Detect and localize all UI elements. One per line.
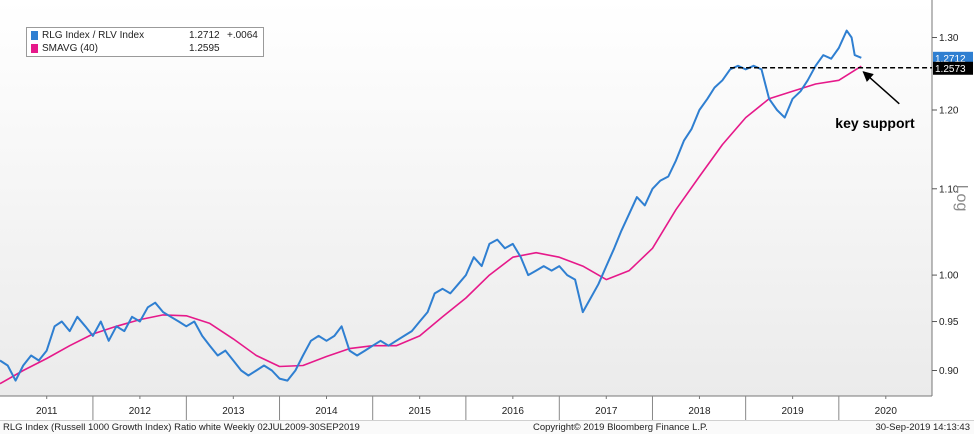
support-tag xyxy=(933,61,973,75)
price-tag-label: 1.2712 xyxy=(935,54,966,65)
x-tick-label: 2014 xyxy=(315,406,338,417)
x-tick-label: 2019 xyxy=(781,406,804,417)
legend-change-ratio: +.0064 xyxy=(227,30,258,41)
legend-value-ratio: 1.2712 xyxy=(189,30,220,41)
legend-item-smavg: SMAVG (40) xyxy=(31,42,98,55)
y-tick-label: 1.10 xyxy=(939,184,959,195)
legend-swatch-smavg xyxy=(31,44,38,53)
support-annotation-text: key support xyxy=(835,115,915,131)
x-tick-label: 2015 xyxy=(409,406,432,417)
y-axis: 0.90 0.95 1.00 1.10 1.20 1.30 xyxy=(932,33,959,377)
x-tick-label: 2016 xyxy=(502,406,525,417)
footer: RLG Index (Russell 1000 Growth Index) Ra… xyxy=(0,420,974,434)
legend-swatch-ratio xyxy=(31,31,38,40)
series-line-ratio xyxy=(0,29,862,382)
support-arrow xyxy=(862,71,900,105)
x-tick-label: 2011 xyxy=(36,406,58,417)
support-tag-label: 1.2573 xyxy=(935,64,966,75)
x-tick-label: 2017 xyxy=(595,406,618,417)
x-tick-label: 2018 xyxy=(688,406,711,417)
x-tick-label: 2012 xyxy=(129,406,152,417)
footer-copyright: Copyright© 2019 Bloomberg Finance L.P. xyxy=(533,422,708,433)
legend: RLG Index / RLV Index 1.2712 +.0064 SMAV… xyxy=(26,27,264,57)
plot-background xyxy=(0,0,932,396)
footer-source: RLG Index (Russell 1000 Growth Index) Ra… xyxy=(3,422,360,433)
y-tick-label: 1.00 xyxy=(939,271,959,282)
y-axis-label: Log xyxy=(953,185,970,212)
series-line-smavg xyxy=(0,65,862,385)
price-tag xyxy=(933,51,973,64)
y-tick-label: 1.20 xyxy=(939,105,959,116)
y-tick-label: 0.90 xyxy=(939,366,959,377)
legend-item-ratio: RLG Index / RLV Index xyxy=(31,29,144,42)
x-axis: 2011 2012 2013 2014 2015 2016 2017 2018 2019 2020 xyxy=(36,396,897,420)
x-tick-label: 2013 xyxy=(222,406,245,417)
y-tick-label: 1.30 xyxy=(939,33,959,44)
legend-value-smavg: 1.2595 xyxy=(189,43,220,54)
legend-label-smavg: SMAVG (40) xyxy=(42,43,98,54)
legend-label-ratio: RLG Index / RLV Index xyxy=(42,30,145,41)
footer-timestamp: 30-Sep-2019 14:13:43 xyxy=(875,422,970,433)
y-tick-label: 0.95 xyxy=(939,317,959,328)
series-layer xyxy=(0,29,862,385)
x-tick-label: 2020 xyxy=(875,406,898,417)
